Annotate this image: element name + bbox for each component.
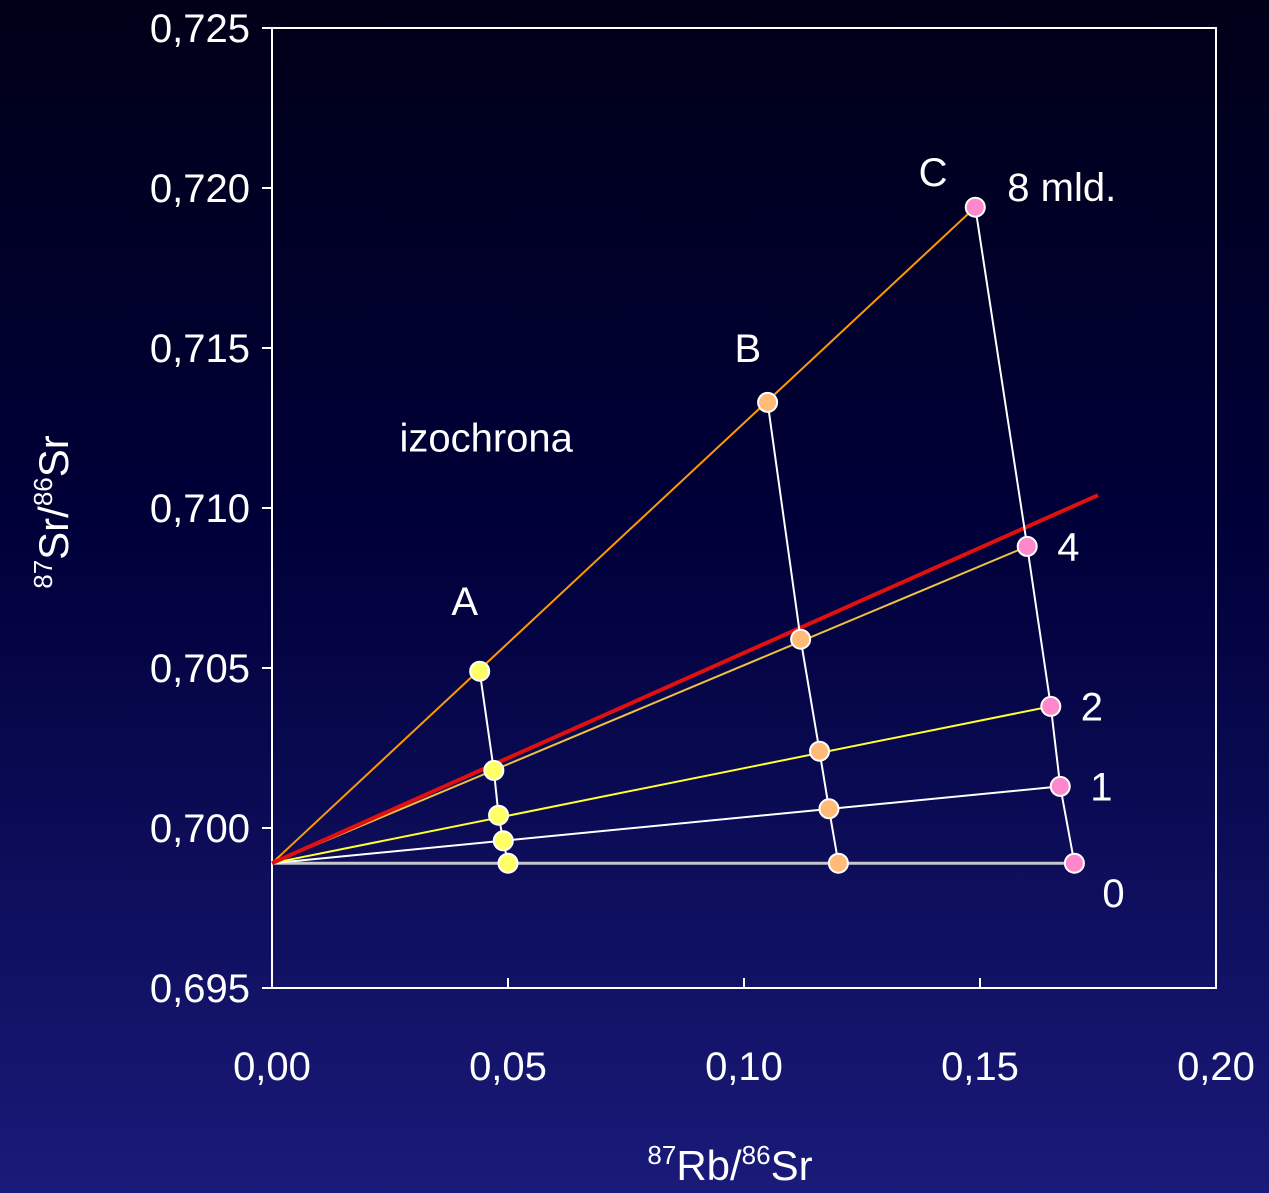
x-tick-label: 0,05 — [469, 1045, 547, 1089]
point-C-2 — [1040, 695, 1062, 717]
y-tick-label: 0,705 — [150, 647, 250, 691]
annotation-label: C — [919, 151, 948, 195]
isochron-line-8mld — [271, 206, 976, 864]
x-axis-title: 87Rb/86Sr — [647, 1140, 812, 1189]
y-tick-label: 0,725 — [150, 7, 250, 51]
point-B-4 — [757, 391, 779, 413]
reference-isochron-line — [271, 493, 1099, 866]
x-axis-title-base2: Sr — [771, 1142, 813, 1189]
point-C-1 — [1049, 775, 1071, 797]
point-C-4 — [964, 196, 986, 218]
y-axis-title-base1: Sr/ — [30, 506, 77, 560]
point-B-0 — [827, 852, 849, 874]
isochron-line-2 — [271, 705, 1051, 865]
y-tick-label: 0,715 — [150, 327, 250, 371]
isochron-label: 0 — [1102, 872, 1124, 916]
x-tick-label: 0,15 — [941, 1045, 1019, 1089]
x-axis-title-base1: Rb/ — [676, 1142, 742, 1189]
isochron-label: 2 — [1081, 685, 1103, 729]
point-B-3 — [790, 628, 812, 650]
point-B-2 — [809, 740, 831, 762]
isochron-label: 1 — [1090, 765, 1112, 809]
isochron-label: 4 — [1057, 525, 1079, 569]
y-tick-label: 0,695 — [150, 967, 250, 1011]
point-B-1 — [818, 798, 840, 820]
y-axis-title: 87Sr/86Sr — [28, 435, 77, 589]
y-tick-label: 0,700 — [150, 807, 250, 851]
point-C-3 — [1016, 535, 1038, 557]
point-A-3 — [483, 759, 505, 781]
isochron-line-1 — [271, 785, 1061, 865]
y-axis-title-base2: Sr — [30, 435, 77, 477]
point-C-0 — [1063, 852, 1085, 874]
x-tick-label: 0,10 — [705, 1045, 783, 1089]
annotation-label: B — [735, 327, 762, 371]
y-axis-title-sup2: 86 — [28, 477, 58, 506]
y-tick-label: 0,710 — [150, 487, 250, 531]
isochron-line-4 — [271, 545, 1028, 865]
x-axis-title-sup1: 87 — [647, 1140, 676, 1170]
y-axis-title-sup1: 87 — [28, 560, 58, 589]
point-A-4 — [469, 660, 491, 682]
x-tick-label: 0,00 — [233, 1045, 311, 1089]
point-A-0 — [497, 852, 519, 874]
x-tick-label: 0,20 — [1177, 1045, 1255, 1089]
point-A-1 — [492, 830, 514, 852]
x-axis-title-sup2: 86 — [742, 1140, 771, 1170]
annotation-label: A — [451, 580, 478, 624]
point-A-2 — [488, 804, 510, 826]
isochron-label: 8 mld. — [1007, 166, 1116, 210]
annotation-label: izochrona — [399, 417, 573, 461]
y-tick-label: 0,720 — [150, 167, 250, 211]
